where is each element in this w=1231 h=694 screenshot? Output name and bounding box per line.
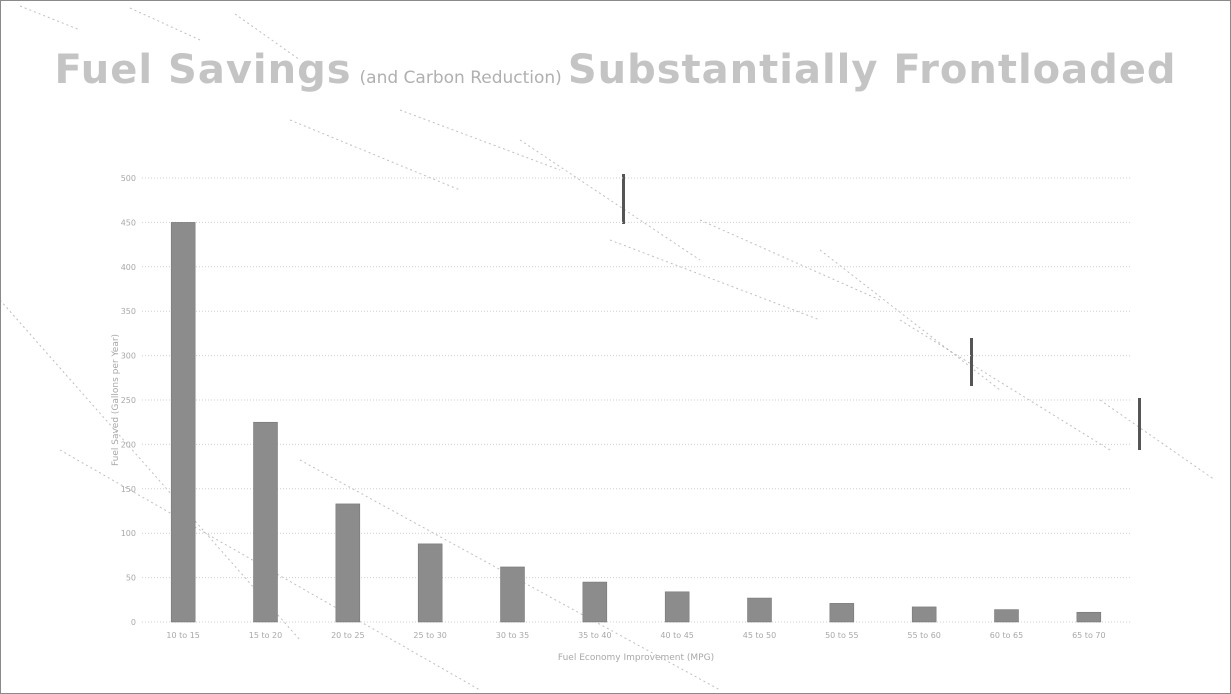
x-tick-label: 30 to 35	[496, 631, 529, 640]
title-part-3: Substantially Frontloaded	[567, 47, 1177, 93]
y-tick-label: 350	[121, 307, 136, 316]
y-axis-label: Fuel Saved (Gallons per Year)	[111, 334, 121, 466]
artifact-line	[399, 109, 561, 171]
y-tick-label: 150	[121, 485, 136, 494]
artifact-line	[899, 319, 1111, 451]
artifact-line	[129, 7, 201, 41]
x-tick-label: 60 to 65	[990, 631, 1023, 640]
artifact-mark	[622, 174, 625, 224]
bar	[335, 503, 361, 623]
bar	[664, 591, 690, 623]
bar	[253, 421, 278, 623]
title-part-1: Fuel Savings	[54, 47, 352, 93]
y-tick-label: 300	[121, 352, 136, 361]
bar	[500, 566, 525, 623]
bar	[994, 609, 1019, 623]
artifact-line	[0, 299, 301, 641]
artifact-line	[234, 13, 301, 61]
artifact-line	[699, 219, 881, 301]
y-tick-label: 100	[121, 529, 136, 538]
artifact-mark	[970, 338, 973, 386]
x-tick-label: 20 to 25	[331, 631, 364, 640]
x-tick-label: 10 to 15	[166, 631, 199, 640]
x-tick-label: 25 to 30	[413, 631, 446, 640]
x-tick-label: 40 to 45	[660, 631, 693, 640]
bar	[1076, 611, 1102, 623]
artifact-line	[289, 119, 461, 191]
artifact-line	[1099, 399, 1216, 481]
x-tick-label: 65 to 70	[1072, 631, 1105, 640]
bar	[417, 543, 443, 623]
y-tick-label: 400	[121, 263, 136, 272]
artifact-line	[19, 5, 81, 31]
artifact-mark	[1138, 398, 1141, 450]
x-tick-label: 15 to 20	[249, 631, 282, 640]
x-tick-label: 35 to 40	[578, 631, 611, 640]
y-tick-label: 500	[121, 174, 136, 183]
y-tick-label: 0	[131, 618, 136, 627]
bar	[747, 597, 772, 623]
artifact-line	[519, 139, 701, 261]
bar	[829, 603, 855, 623]
y-tick-label: 50	[126, 574, 136, 583]
slide-title: Fuel Savings (and Carbon Reduction) Substa…	[0, 44, 1231, 104]
scan-artifacts	[0, 5, 1216, 691]
y-tick-label: 200	[121, 440, 136, 449]
bar	[170, 222, 196, 623]
bar	[582, 581, 608, 623]
y-tick-labels: 0 50 100 150 200 250 300 350 400 450 500	[121, 174, 136, 627]
x-axis-label: Fuel Economy Improvement (MPG)	[558, 653, 714, 663]
x-tick-labels: 10 to 15 15 to 20 20 to 25 25 to 30 30 to 35…	[166, 631, 1105, 640]
x-tick-label: 50 to 55	[825, 631, 858, 640]
artifact-line	[609, 239, 821, 321]
bar	[911, 606, 937, 623]
gridlines	[142, 177, 1130, 623]
x-tick-label: 55 to 60	[907, 631, 940, 640]
x-tick-label: 45 to 50	[743, 631, 776, 640]
y-tick-label: 250	[121, 396, 136, 405]
bars	[170, 222, 1102, 623]
y-tick-label: 450	[121, 218, 136, 227]
title-part-2: (and Carbon Reduction)	[359, 68, 562, 88]
